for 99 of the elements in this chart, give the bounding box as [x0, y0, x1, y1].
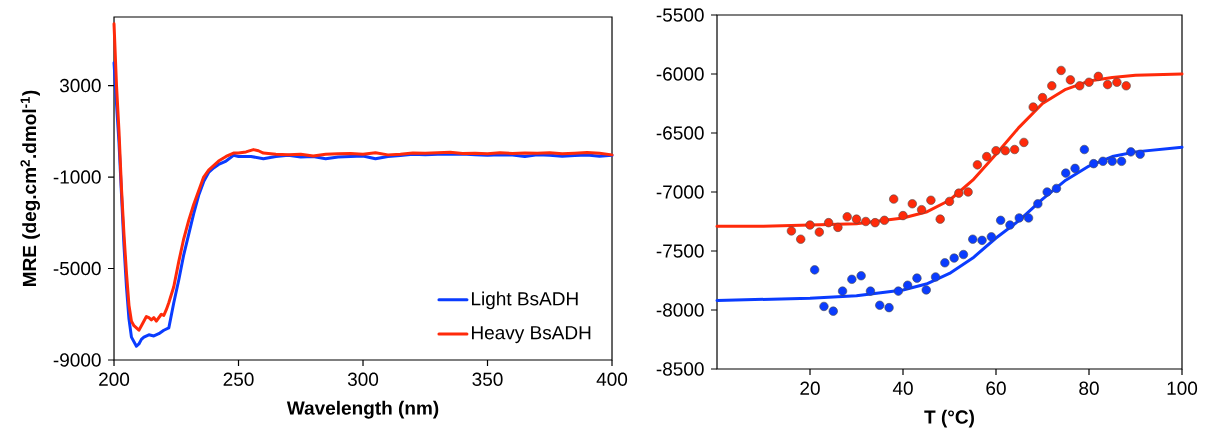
- x-tick-label: 250: [223, 372, 254, 386]
- point: [1089, 159, 1099, 169]
- point: [912, 273, 922, 283]
- point: [1061, 168, 1071, 178]
- point: [875, 300, 885, 310]
- point: [944, 196, 955, 207]
- point: [1023, 213, 1034, 223]
- y-tick-label: -9000: [53, 353, 101, 367]
- point: [898, 210, 908, 221]
- point: [824, 218, 834, 228]
- point: [1033, 199, 1043, 209]
- point: [917, 205, 927, 215]
- x-tick-label: 40: [892, 381, 913, 395]
- y-tick-label: -5500: [656, 8, 704, 22]
- point: [889, 194, 899, 204]
- point: [958, 249, 969, 260]
- point: [1084, 77, 1094, 87]
- x-tick-label: 60: [986, 381, 1006, 395]
- point: [1014, 213, 1024, 223]
- point: [1047, 81, 1057, 91]
- point: [865, 286, 876, 296]
- x-tick-label: 20: [800, 381, 820, 395]
- point: [1075, 81, 1085, 91]
- legend-label: Light BsADH: [472, 291, 578, 310]
- x-tick-label: 80: [1079, 381, 1099, 395]
- point: [1042, 187, 1052, 197]
- y-tick-label: -8500: [656, 362, 704, 376]
- y-tick-label: -5000: [53, 261, 101, 276]
- point: [786, 226, 797, 236]
- point: [833, 222, 843, 232]
- point: [1056, 65, 1066, 76]
- point: [982, 151, 992, 162]
- point: [1000, 146, 1010, 156]
- point: [837, 286, 848, 296]
- point: [1005, 220, 1015, 230]
- point: [1065, 75, 1075, 85]
- x-tick-label: 350: [472, 372, 503, 386]
- x-tick-label: 200: [99, 372, 130, 386]
- point: [814, 227, 824, 237]
- point: [893, 286, 903, 296]
- point: [940, 258, 950, 268]
- point: [1028, 102, 1038, 112]
- point: [819, 301, 829, 312]
- point: [805, 220, 815, 230]
- point: [907, 199, 917, 209]
- point: [903, 280, 913, 290]
- point: [856, 271, 866, 281]
- point: [954, 188, 964, 198]
- point: [977, 235, 987, 245]
- y-tick-label: -8000: [656, 303, 704, 317]
- y-tick-label: -7500: [656, 244, 704, 258]
- point: [1019, 137, 1029, 148]
- point: [1093, 71, 1103, 81]
- point: [1010, 144, 1020, 155]
- x-tick-label: 300: [347, 372, 379, 386]
- x-axis-title: Wavelength (nm): [286, 400, 439, 419]
- point: [1126, 147, 1136, 157]
- point: [847, 274, 857, 284]
- point: [1098, 156, 1108, 166]
- point: [851, 214, 862, 224]
- point: [1135, 149, 1145, 159]
- point: [996, 215, 1006, 225]
- point: [1051, 183, 1062, 194]
- legend-label: Heavy BsADH: [472, 326, 591, 344]
- point: [879, 215, 889, 225]
- point: [986, 232, 996, 242]
- point: [828, 306, 838, 316]
- point: [1070, 163, 1080, 173]
- point: [991, 146, 1001, 156]
- point: [870, 218, 880, 228]
- point: [930, 272, 941, 282]
- point: [861, 216, 871, 227]
- x-tick-label: 400: [596, 372, 628, 386]
- point: [1103, 80, 1113, 90]
- point: [1112, 77, 1122, 87]
- x-tick-label: 100: [1167, 381, 1198, 395]
- y-tick-label: -7000: [656, 185, 704, 199]
- point: [1116, 156, 1127, 166]
- point: [972, 160, 982, 170]
- point: [810, 265, 820, 275]
- y-tick-label: 3000: [59, 78, 101, 93]
- point: [842, 212, 852, 222]
- y-tick-label: -6500: [656, 126, 704, 140]
- point: [1121, 81, 1131, 91]
- y-tick-label: -6000: [656, 67, 704, 81]
- y-tick-label: -1000: [53, 170, 101, 184]
- point: [1079, 144, 1089, 155]
- point: [949, 253, 959, 263]
- point: [1107, 156, 1117, 166]
- point: [968, 234, 978, 244]
- point: [926, 195, 936, 205]
- point: [935, 214, 945, 224]
- point: [963, 187, 973, 197]
- point: [921, 285, 931, 295]
- point: [884, 303, 894, 313]
- x-axis-title: T (°C): [924, 409, 974, 428]
- point: [1037, 92, 1048, 103]
- y-axis-title: MRE (deg.cm$^{2}$.dmol$^{-1}$): [20, 90, 41, 286]
- point: [796, 234, 806, 244]
